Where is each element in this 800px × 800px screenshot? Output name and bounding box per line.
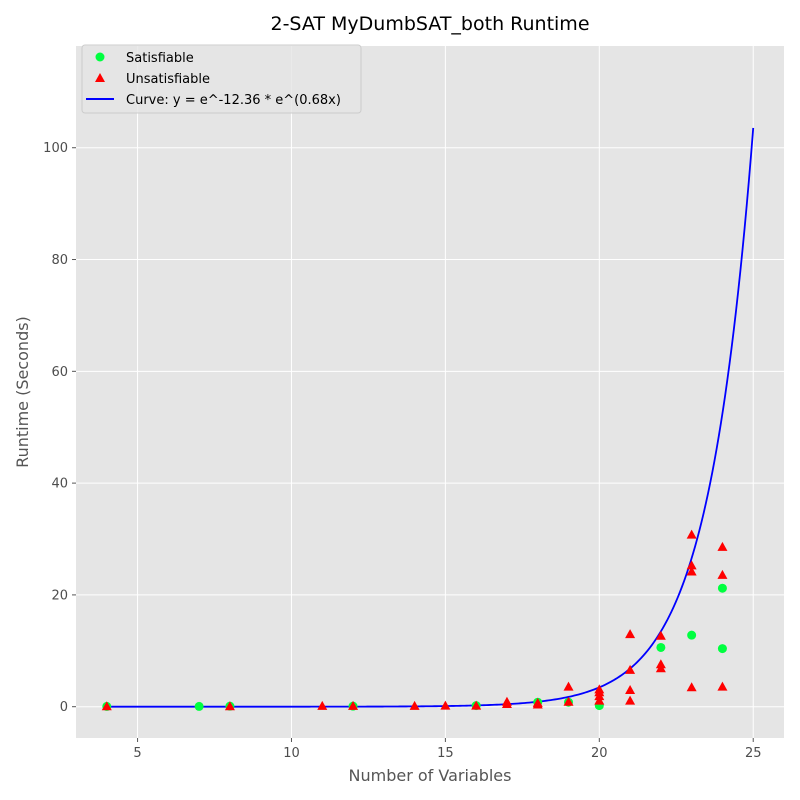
plot-area — [76, 46, 784, 738]
satisfiable-point — [687, 630, 697, 640]
unsatisfiable-point — [471, 700, 482, 710]
unsatisfiable-point — [717, 541, 728, 551]
x-tick-label: 10 — [283, 746, 300, 761]
legend-unsatisfiable-marker — [95, 73, 105, 82]
y-tick-label: 0 — [60, 700, 68, 715]
x-tick-label: 25 — [745, 746, 762, 761]
unsatisfiable-point — [686, 682, 697, 692]
unsatisfiable-point — [563, 681, 574, 691]
y-axis-label: Runtime (Seconds) — [13, 316, 32, 468]
y-tick-label: 100 — [43, 141, 68, 156]
unsatisfiable-point — [717, 569, 728, 579]
unsatisfiable-point — [532, 697, 543, 707]
unsatisfiable-point — [625, 629, 636, 639]
unsatisfiable-point — [501, 696, 512, 706]
unsatisfiable-point — [686, 566, 697, 576]
legend-box — [81, 44, 362, 114]
unsatisfiable-point — [686, 560, 697, 570]
unsatisfiable-point — [409, 700, 420, 710]
y-tick-label: 20 — [51, 588, 68, 603]
data-points — [101, 529, 728, 711]
unsatisfiable-point — [101, 701, 112, 711]
y-tick-label: 60 — [51, 365, 68, 380]
unsatisfiable-point — [717, 681, 728, 691]
satisfiable-point — [717, 644, 727, 654]
legend-satisfiable-label: Satisfiable — [126, 51, 194, 66]
unsatisfiable-point — [625, 684, 636, 694]
unsatisfiable-point — [594, 684, 605, 694]
unsatisfiable-point — [686, 529, 697, 539]
chart-title: 2-SAT MyDumbSAT_both Runtime — [270, 13, 589, 35]
unsatisfiable-point — [625, 695, 636, 705]
y-tick-label: 40 — [51, 477, 68, 492]
legend-satisfiable-marker — [95, 52, 105, 62]
unsatisfiable-point — [317, 700, 328, 710]
axis-ticks: 5 10 15 20 25 0 20 40 60 80 100 — [43, 141, 761, 761]
y-tick-label: 80 — [51, 253, 68, 268]
x-axis-label: Number of Variables — [349, 766, 512, 785]
legend-curve-label: Curve: y = e^-12.36 * e^(0.68x) — [126, 93, 341, 108]
legend-unsatisfiable-label: Unsatisfiable — [126, 72, 210, 87]
x-tick-label: 20 — [591, 746, 608, 761]
unsatisfiable-point — [655, 659, 666, 669]
unsatisfiable-point — [224, 701, 235, 711]
satisfiable-point — [656, 642, 666, 652]
fit-curve — [106, 127, 755, 708]
satisfiable-point — [194, 701, 204, 711]
legend: Satisfiable Unsatisfiable Curve: y = e^-… — [81, 44, 362, 114]
unsatisfiable-point — [655, 630, 666, 640]
x-tick-label: 5 — [133, 746, 141, 761]
unsatisfiable-point — [348, 700, 359, 710]
satisfiable-point — [717, 583, 727, 593]
unsatisfiable-point — [625, 664, 636, 674]
unsatisfiable-point — [440, 700, 451, 710]
unsatisfiable-point — [563, 696, 574, 706]
fit-curve-layer — [106, 127, 755, 708]
x-tick-label: 15 — [437, 746, 454, 761]
